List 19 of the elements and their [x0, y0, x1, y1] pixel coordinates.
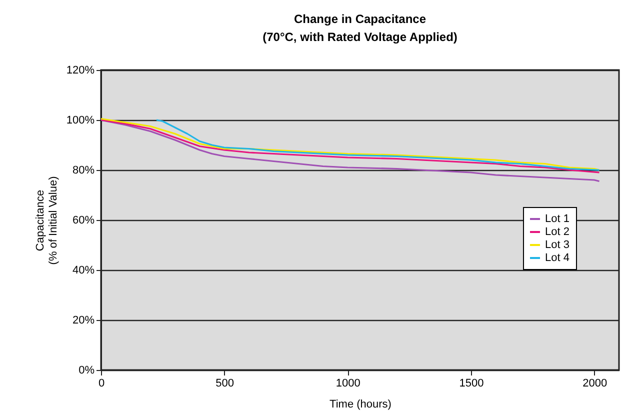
x-tick-label: 0 [98, 378, 105, 390]
y-tick-label: 0% [78, 364, 95, 376]
legend-label: Lot 4 [545, 252, 570, 264]
y-axis-title: Capacitance (% of Initial Value) [34, 176, 60, 265]
y-tick-label: 120% [66, 64, 95, 76]
y-tick-label: 20% [72, 314, 95, 326]
x-tick-label: 500 [216, 378, 234, 390]
legend-label: Lot 2 [545, 226, 570, 238]
chart-title: Change in Capacitance (70°C, with Rated Voltage Applied) [262, 12, 458, 44]
legend-label: Lot 1 [545, 213, 570, 225]
y-tick-label: 40% [72, 264, 95, 276]
y-tick-label: 60% [72, 214, 95, 226]
x-tick-label: 1500 [459, 378, 484, 390]
y-tick-label: 80% [72, 164, 95, 176]
legend-label: Lot 3 [545, 239, 570, 251]
x-tick-label: 1000 [336, 378, 360, 390]
y-tick-label: 100% [66, 114, 95, 126]
x-axis-title: Time (hours) [330, 398, 392, 410]
x-tick-label: 2000 [582, 378, 608, 390]
